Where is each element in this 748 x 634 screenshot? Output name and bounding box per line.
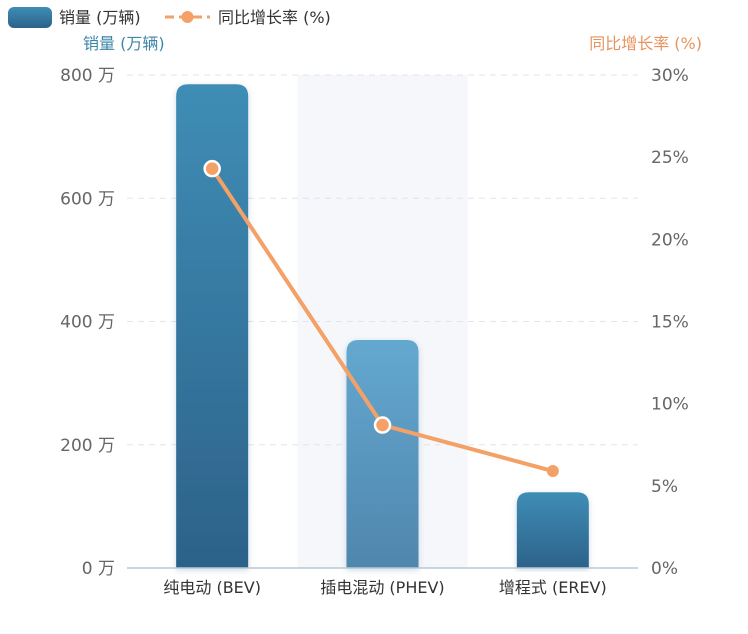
right-tick-label: 5% xyxy=(651,477,678,497)
left-tick-label: 400 万 xyxy=(60,313,115,333)
left-tick-label: 600 万 xyxy=(60,189,115,209)
line-series xyxy=(203,159,559,478)
left-tick-label: 0 万 xyxy=(82,559,115,579)
legend-label-growth: 同比增长率 (%) xyxy=(218,8,331,27)
right-y-axis: 0% 5% 10% 15% 20% 25% 30% xyxy=(651,66,689,579)
left-tick-label: 200 万 xyxy=(60,436,115,456)
legend-item-sales[interactable]: 销量 (万辆) xyxy=(8,7,141,28)
left-axis-title: 销量 (万辆) xyxy=(83,34,165,53)
legend-bar-swatch xyxy=(8,7,52,28)
category-label: 增程式 (EREV) xyxy=(499,578,607,597)
growth-point[interactable] xyxy=(373,416,392,434)
bar[interactable] xyxy=(516,492,589,568)
left-y-axis: 0 万 200 万 400 万 600 万 800 万 xyxy=(60,66,115,579)
category-label: 插电混动 (PHEV) xyxy=(320,578,444,597)
growth-point[interactable] xyxy=(203,159,221,178)
right-tick-label: 15% xyxy=(651,313,689,333)
right-tick-label: 0% xyxy=(651,559,678,579)
x-axis-labels: 纯电动 (BEV) 插电混动 (PHEV) 增程式 (EREV) xyxy=(163,578,606,597)
bar[interactable] xyxy=(346,339,419,568)
right-tick-label: 20% xyxy=(651,230,689,250)
legend-dot-swatch xyxy=(181,11,194,23)
legend[interactable]: 销量 (万辆) 同比增长率 (%) xyxy=(8,7,331,28)
category-label: 纯电动 (BEV) xyxy=(163,578,261,597)
right-tick-label: 10% xyxy=(651,395,689,415)
bar[interactable] xyxy=(176,84,249,569)
right-tick-label: 25% xyxy=(651,148,689,168)
growth-point[interactable] xyxy=(546,465,559,478)
left-tick-label: 800 万 xyxy=(60,66,115,86)
right-axis-title: 同比增长率 (%) xyxy=(589,34,702,53)
right-tick-label: 30% xyxy=(651,66,689,86)
legend-item-growth[interactable]: 同比增长率 (%) xyxy=(165,8,331,27)
legend-label-sales: 销量 (万辆) xyxy=(59,8,141,27)
